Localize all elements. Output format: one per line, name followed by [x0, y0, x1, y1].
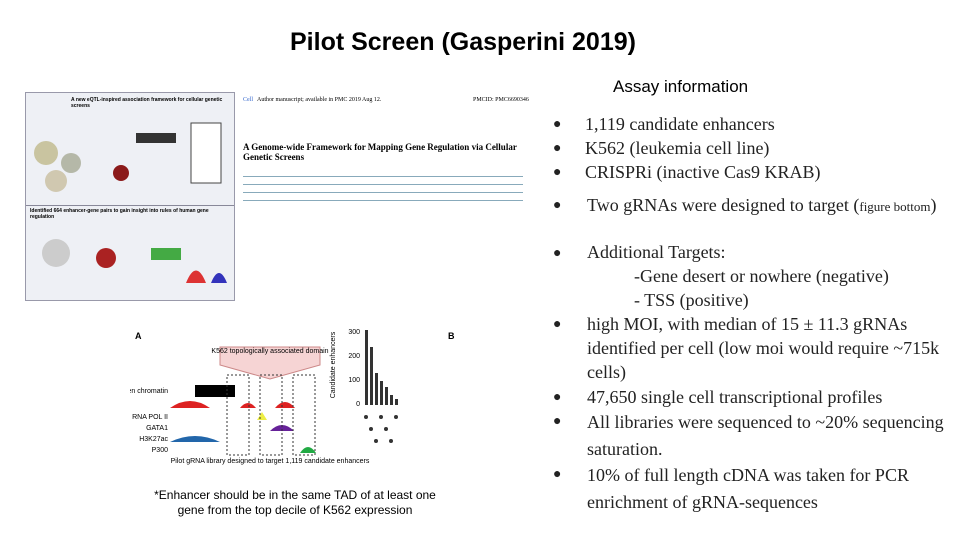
bullet-text: Two gRNAs were designed to target (figur… [587, 192, 947, 220]
panel-label: B [448, 331, 455, 341]
bullet-dot: ● [553, 412, 562, 428]
paper-title: A Genome-wide Framework for Mapping Gene… [243, 142, 517, 162]
bullet-text: 47,650 single cell transcriptional profi… [587, 387, 883, 407]
bullet-dot: ● [553, 465, 562, 481]
track-label: P300 [152, 447, 168, 454]
bullet-text: 1,119 candidate enhancers [585, 114, 775, 134]
track-label: Open chromatin [130, 388, 168, 395]
pmcid: PMCID: PMC6690346 [473, 97, 529, 103]
y-tick-label: 200 [348, 353, 360, 360]
footnote: *Enhancer should be in the same TAD of a… [154, 488, 436, 517]
journal: Cell [243, 97, 253, 103]
bullet-text: CRISPRi (inactive Cas9 KRAB) [585, 162, 821, 182]
bullet-dot: ● [553, 196, 562, 212]
bullet-dot: ● [553, 315, 562, 331]
bullet-dot: ● [553, 139, 562, 155]
abstract-top: A new eQTL-inspired association framewor… [71, 97, 223, 109]
y-axis-label: Candidate enhancers [330, 331, 337, 398]
track-label: H3K27ac [139, 436, 168, 443]
y-tick-label: 100 [348, 377, 360, 384]
bullet-text: - TSS (positive) [634, 290, 749, 310]
bullet-dot: ● [553, 388, 562, 404]
small-note: figure bottom [859, 199, 931, 214]
bullet-text: 10% of full length cDNA was taken for PC… [587, 465, 909, 512]
abstract-art [34, 122, 227, 283]
bullet-text: ) [930, 195, 937, 215]
bullet-text: -Gene desert or nowhere (negative) [634, 266, 889, 286]
section-heading: Assay information [613, 77, 749, 96]
y-tick-label: 300 [348, 329, 360, 336]
abstract-bottom: Identified 664 enhancer-gene pairs to ga… [30, 208, 209, 220]
track-label: RNA POL II [132, 414, 168, 421]
bullet-text: Two gRNAs were designed to target ( [587, 195, 860, 215]
bullet-text: All libraries were sequenced to ~20% seq… [587, 412, 944, 459]
bullet-dot: ● [553, 244, 562, 260]
track-label: GATA1 [146, 425, 168, 432]
manuscript-note: Author manuscript; available in PMC 2019… [257, 97, 382, 103]
paper-header: Cell Author manuscript; available in PMC… [243, 97, 543, 257]
slide-title: Pilot Screen (Gasperini 2019) [290, 28, 636, 56]
figure: A B K562 topologically associated domain… [130, 329, 455, 465]
figure-caption: Pilot gRNA library designed to target 1,… [171, 458, 370, 465]
bullet-text: Additional Targets: [587, 242, 726, 262]
graphical-abstract: A new eQTL-inspired association framewor… [25, 92, 235, 301]
bullet-dot: ● [553, 115, 562, 131]
bullet-dot: ● [553, 163, 562, 179]
panel-label: A [135, 331, 142, 341]
bullet-text: high MOI, with median of 15 ± 11.3 gRNAs… [587, 314, 940, 382]
tracks: Open chromatin RNA POL II GATA1 H3K27ac P300 [130, 388, 168, 454]
y-tick-label: 0 [356, 401, 360, 408]
bullet-text: K562 (leukemia cell line) [585, 138, 770, 158]
y-ticks: 300 200 100 0 [348, 329, 360, 408]
tad-label: K562 topologically associated domain [211, 348, 328, 355]
